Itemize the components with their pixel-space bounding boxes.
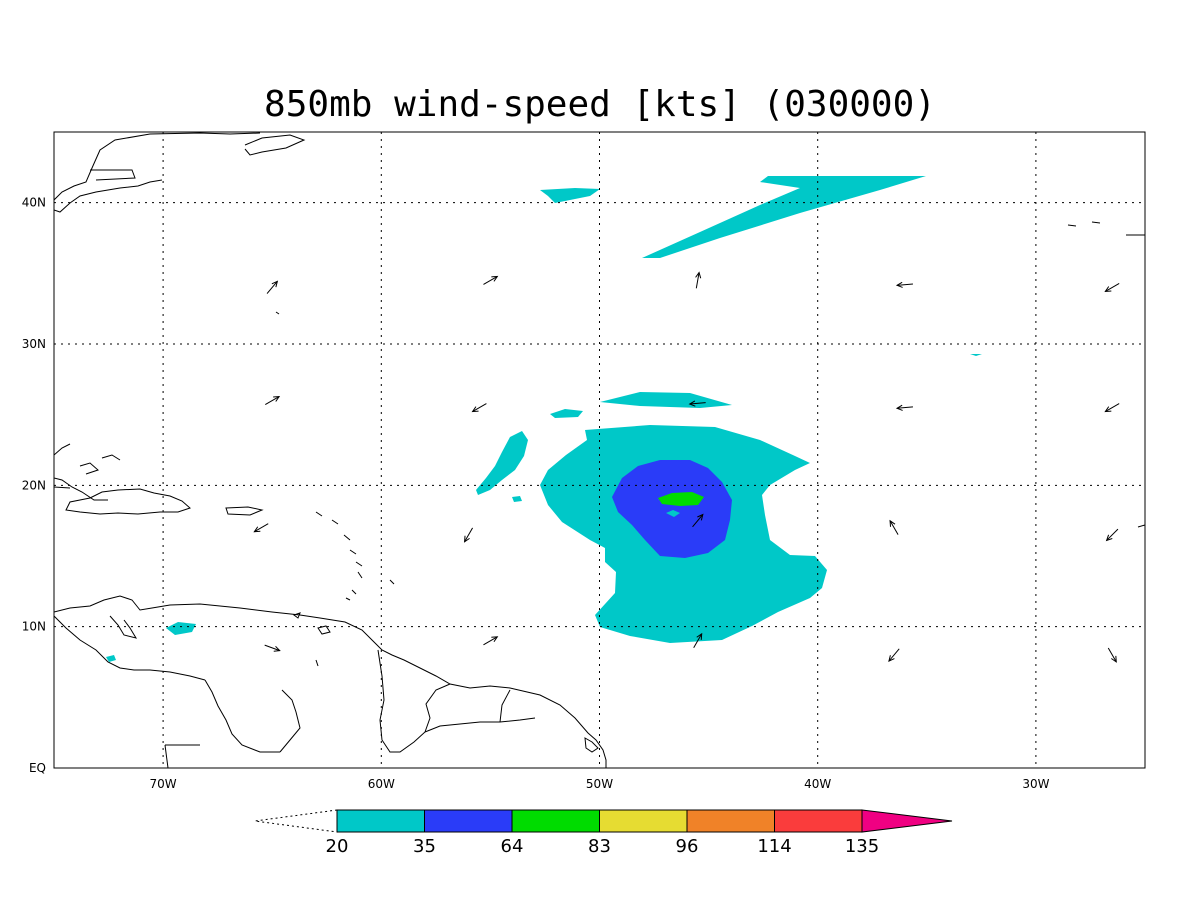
coast-trinidad — [164, 612, 331, 768]
wind-dot-west — [512, 496, 522, 502]
lon-tick-label: 30W — [1022, 777, 1049, 791]
wind-vector-arrow — [692, 513, 704, 528]
colorbar-upper-extension — [861, 809, 953, 833]
coast-bermuda — [275, 311, 280, 315]
colorbar-swatch — [336, 809, 425, 833]
lat-tick-label: 40N — [22, 196, 46, 210]
wind-vector-arrow — [483, 275, 499, 285]
colorbar-level-label: 20 — [326, 836, 349, 857]
wind-vector-arrow — [266, 280, 279, 294]
lat-tick-label: 10N — [22, 620, 46, 634]
coast-nova-scotia — [244, 134, 306, 156]
lat-tick-label: EQ — [29, 761, 46, 775]
map-frame — [53, 131, 1146, 769]
coast-jamaica-bahamas — [54, 443, 121, 475]
coast-north-america — [54, 132, 261, 213]
colorbar-legend: 20 35 64 83 96 114 135 — [254, 809, 953, 857]
wind-vector-arrow — [888, 648, 900, 662]
map-title: 850mb wind-speed [kts] (030000) — [264, 84, 936, 125]
colorbar-swatch — [511, 809, 600, 833]
map-gridlines — [54, 132, 1145, 768]
wind-patch-coast — [106, 655, 116, 662]
coast-puerto-rico — [225, 506, 264, 516]
coastlines — [54, 132, 1145, 768]
colorbar-swatch — [599, 809, 688, 833]
coast-boundary-us-canada — [90, 169, 136, 181]
colorbar-level-label: 83 — [588, 836, 611, 857]
wind-core-hole — [666, 510, 680, 517]
wind-vectors — [253, 271, 1120, 663]
coast-lesser-antilles — [315, 511, 395, 601]
wind-vector-arrow — [265, 395, 281, 405]
wind-patch-west-small — [550, 409, 583, 418]
coast-marajo — [584, 737, 599, 753]
coast-cape-verde — [1137, 524, 1145, 528]
wind-patch-caribbean — [166, 622, 196, 635]
wind-band-north — [642, 176, 926, 258]
wind-shading-20-35 — [106, 176, 982, 662]
colorbar-level-label: 35 — [413, 836, 436, 857]
wind-shading-35-64 — [612, 460, 732, 558]
coast-borders — [204, 649, 536, 753]
wind-vector-arrow — [1104, 283, 1120, 293]
wind-vector-arrow — [1105, 528, 1119, 542]
wind-core-green — [658, 492, 704, 506]
wind-vector-arrow — [464, 527, 474, 543]
lon-tick-label: 50W — [586, 777, 613, 791]
wind-vector-arrow — [895, 404, 913, 411]
lon-tick-label: 40W — [804, 777, 831, 791]
colorbar-level-label: 96 — [676, 836, 699, 857]
colorbar-swatch — [424, 809, 513, 833]
wind-strip-east — [600, 392, 732, 408]
wind-vector-arrow — [471, 403, 487, 413]
lon-tick-label: 70W — [150, 777, 177, 791]
wind-shading-64-83 — [658, 492, 704, 517]
colorbar-level-label: 135 — [845, 836, 879, 857]
colorbar-swatch — [686, 809, 775, 833]
colorbar-level-label: 114 — [757, 836, 791, 857]
wind-vector-arrow — [688, 400, 706, 407]
coast-maracaibo — [109, 615, 138, 639]
coast-azores — [1067, 221, 1145, 236]
coast-hispaniola — [65, 488, 191, 515]
wind-core-blue — [612, 460, 732, 558]
wind-vector-arrow — [253, 523, 269, 533]
wind-vector-arrow — [693, 632, 703, 648]
wind-arm-west — [476, 431, 528, 495]
axis-tick-labels: 70W 60W 50W 40W 30W EQ 10N 20N 30N 40N — [22, 196, 1050, 791]
lon-tick-label: 60W — [368, 777, 395, 791]
lat-tick-label: 30N — [22, 337, 46, 351]
wind-vector-arrow — [889, 519, 899, 535]
coast-cuba — [54, 477, 108, 501]
wind-dot-east — [970, 354, 982, 356]
colorbar-lower-extension — [254, 809, 338, 833]
wind-vector-arrow — [1104, 403, 1120, 413]
coast-south-america — [54, 595, 607, 768]
colorbar-level-label: 64 — [501, 836, 524, 857]
colorbar-swatch — [774, 809, 863, 833]
map-panel: 70W 60W 50W 40W 30W EQ 10N 20N 30N 40N — [22, 131, 1146, 791]
wind-vector-arrow — [1107, 647, 1117, 663]
wind-vector-arrow — [695, 271, 702, 289]
lat-tick-label: 20N — [22, 478, 46, 492]
wind-vector-arrow — [895, 281, 913, 288]
wind-vector-arrow — [483, 636, 499, 646]
wind-vector-arrow — [264, 644, 281, 652]
wind-band-north-small — [540, 188, 600, 203]
